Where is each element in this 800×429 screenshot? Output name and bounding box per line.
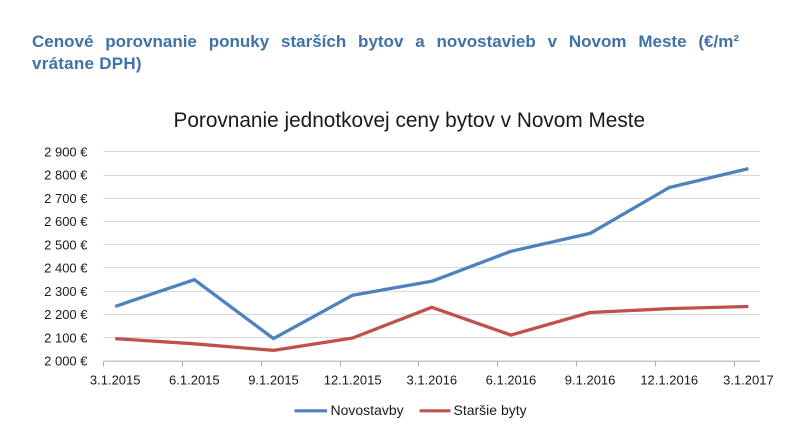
svg-text:9.1.2016: 9.1.2016 [565,373,616,388]
svg-text:2 000 €: 2 000 € [44,354,88,369]
svg-text:Novostavby: Novostavby [331,402,404,418]
svg-text:6.1.2015: 6.1.2015 [169,373,220,388]
svg-text:12.1.2016: 12.1.2016 [640,373,698,388]
svg-text:2 300 €: 2 300 € [44,284,88,299]
svg-text:2 800 €: 2 800 € [44,168,88,183]
svg-text:2 600 €: 2 600 € [44,214,88,229]
svg-text:2 100 €: 2 100 € [44,330,88,345]
svg-text:Staršie byty: Staršie byty [454,402,527,418]
svg-text:6.1.2016: 6.1.2016 [486,373,537,388]
svg-text:3.1.2015: 3.1.2015 [90,373,141,388]
svg-text:2 400 €: 2 400 € [44,261,88,276]
svg-text:2 700 €: 2 700 € [44,191,88,206]
svg-text:2 200 €: 2 200 € [44,307,88,322]
svg-text:12.1.2015: 12.1.2015 [324,373,382,388]
svg-text:2 900 €: 2 900 € [44,145,88,160]
svg-text:2 500 €: 2 500 € [44,237,88,252]
svg-text:9.1.2015: 9.1.2015 [248,373,299,388]
svg-text:3.1.2017: 3.1.2017 [723,373,774,388]
svg-text:Porovnanie jednotkovej ceny by: Porovnanie jednotkovej ceny bytov v Novo… [173,109,645,132]
svg-text:3.1.2016: 3.1.2016 [406,373,457,388]
